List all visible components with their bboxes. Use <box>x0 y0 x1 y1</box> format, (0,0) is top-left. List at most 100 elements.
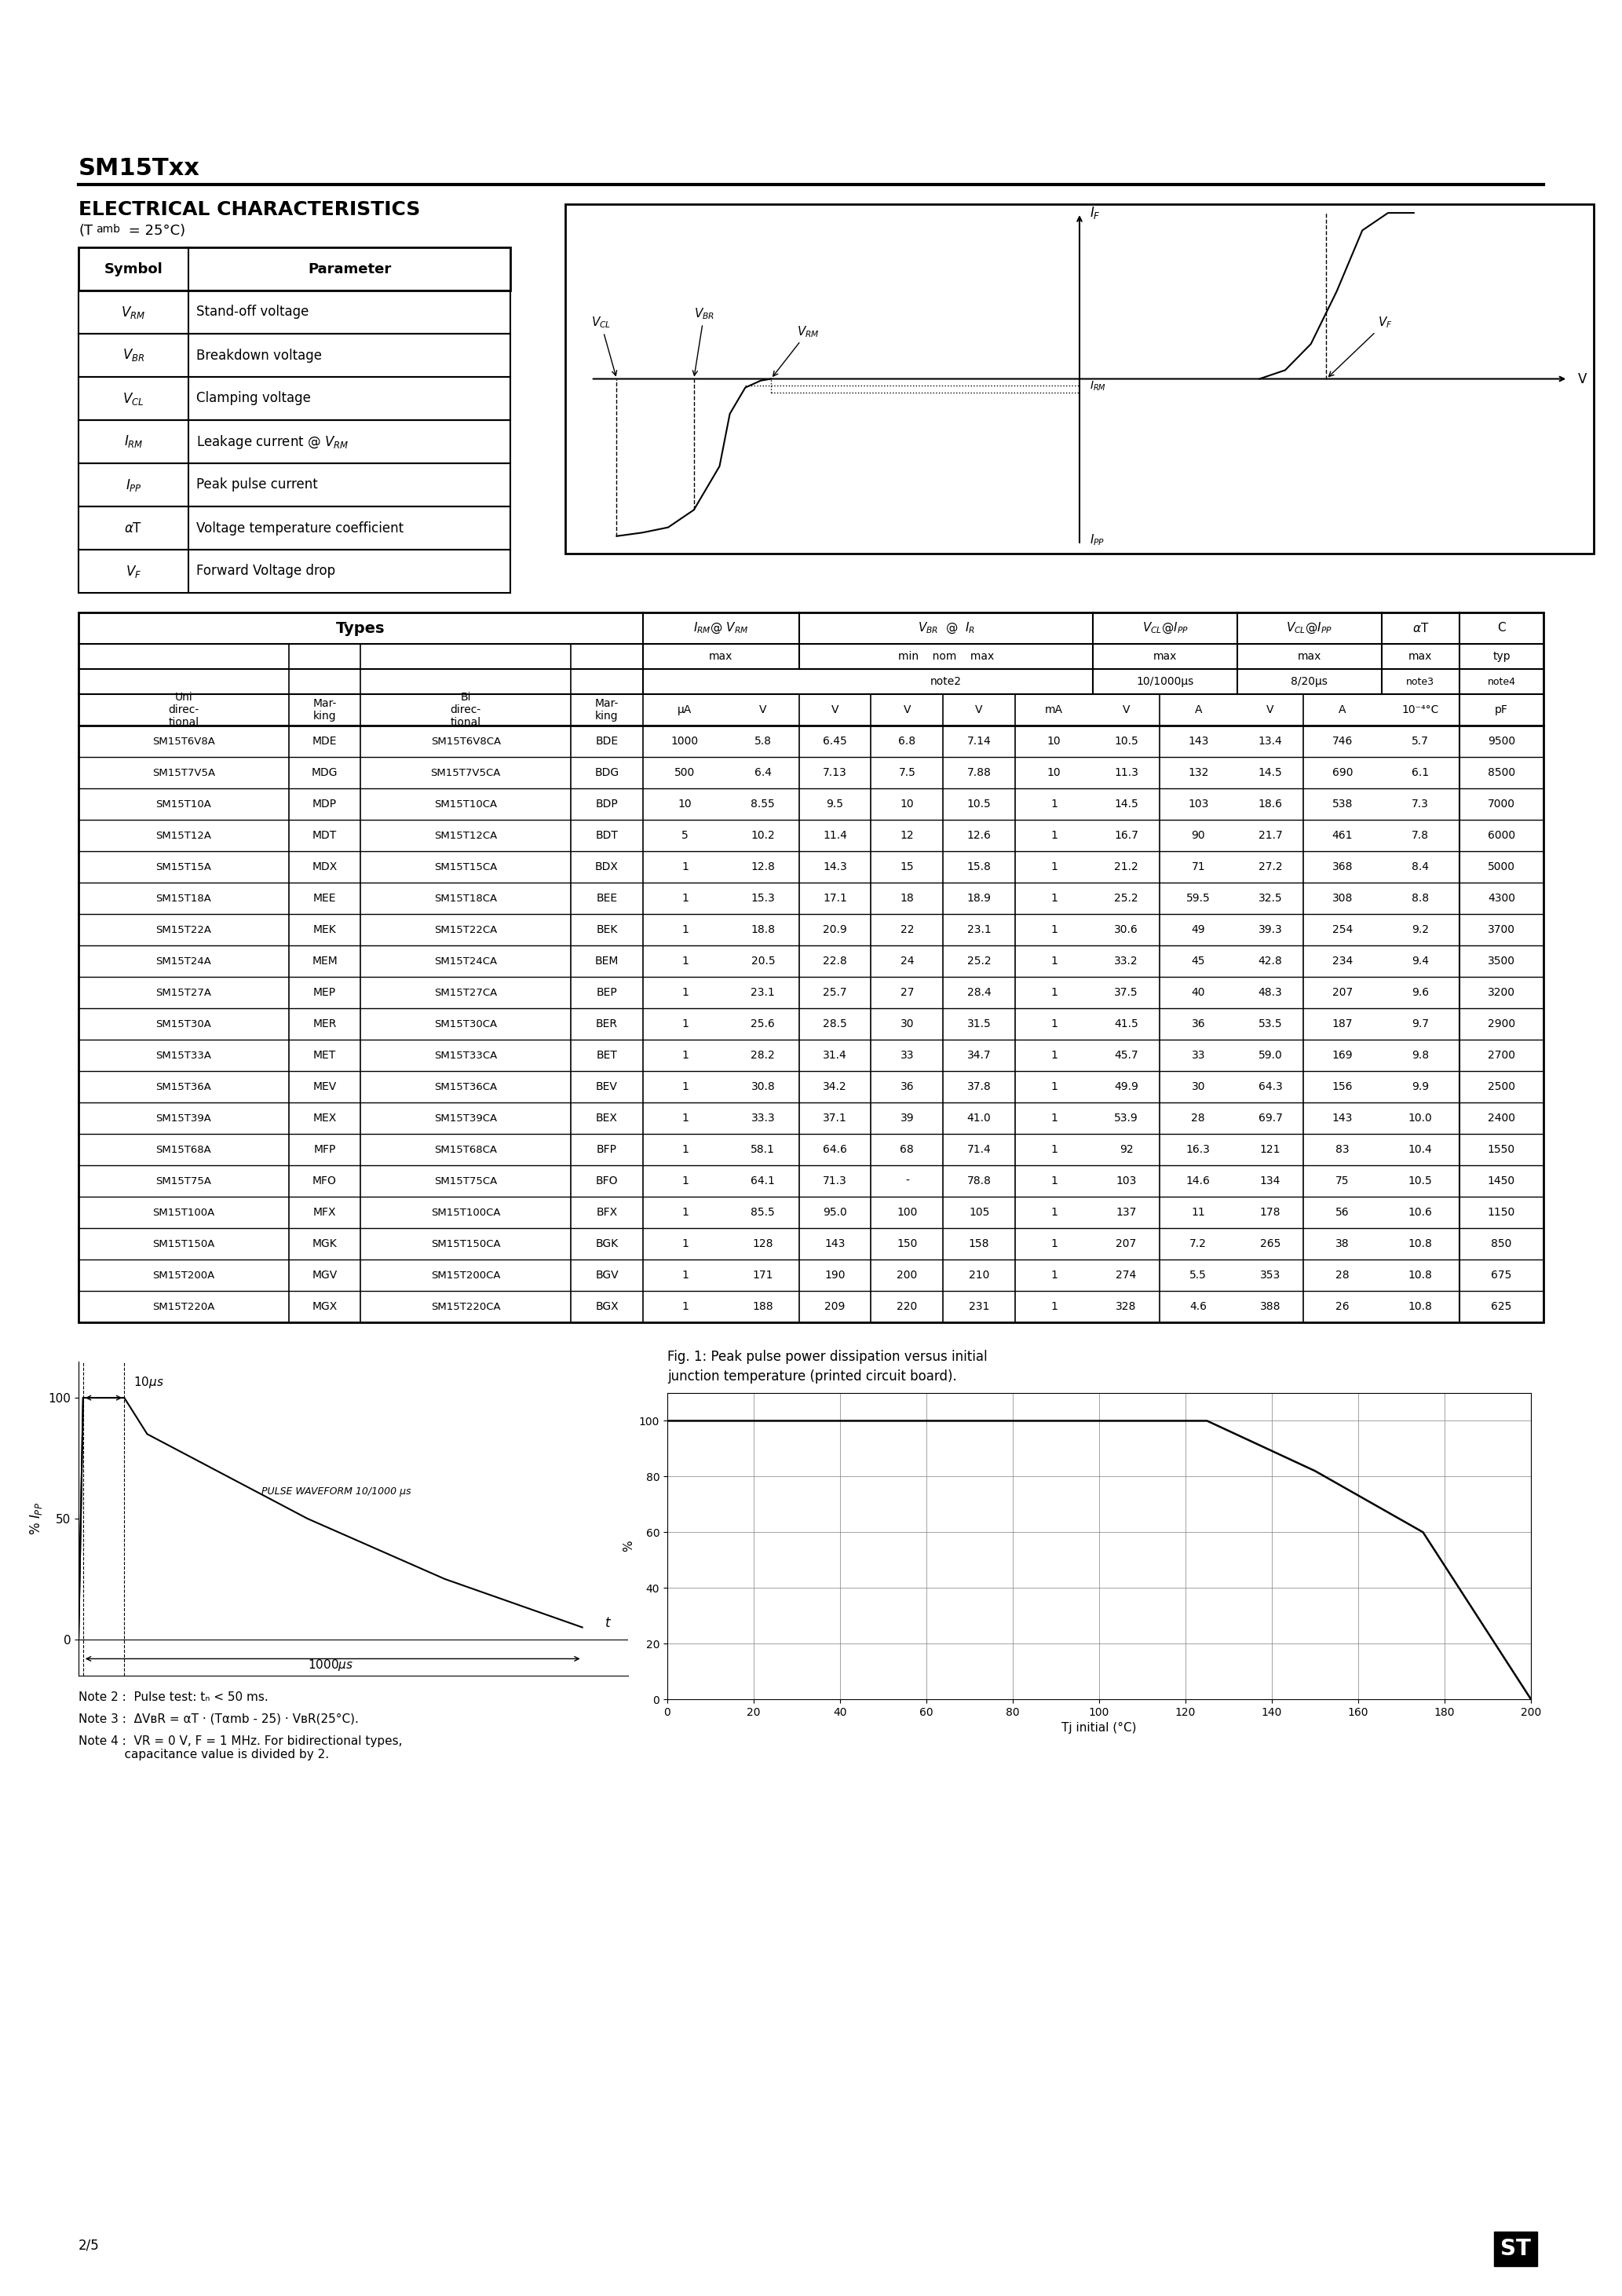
Text: 42.8: 42.8 <box>1259 955 1283 967</box>
Text: ELECTRICAL CHARACTERISTICS: ELECTRICAL CHARACTERISTICS <box>78 200 420 218</box>
Text: SM15T75A: SM15T75A <box>156 1176 211 1187</box>
Text: 143: 143 <box>1187 735 1208 746</box>
Text: 7000: 7000 <box>1487 799 1515 810</box>
Text: SM15T22CA: SM15T22CA <box>435 925 498 934</box>
Text: 353: 353 <box>1260 1270 1281 1281</box>
Text: 6.4: 6.4 <box>754 767 772 778</box>
Text: MDE: MDE <box>313 735 337 746</box>
Text: 2700: 2700 <box>1487 1049 1515 1061</box>
Text: 538: 538 <box>1332 799 1353 810</box>
Text: 10⁻⁴°C: 10⁻⁴°C <box>1401 705 1439 716</box>
Text: 64.6: 64.6 <box>822 1143 847 1155</box>
Text: SM15T10CA: SM15T10CA <box>435 799 498 808</box>
Text: Bi
direc-
tional: Bi direc- tional <box>451 691 482 728</box>
Text: 23.1: 23.1 <box>751 987 775 999</box>
Text: SM15T30CA: SM15T30CA <box>435 1019 498 1029</box>
Bar <box>78 613 1544 1322</box>
Text: 171: 171 <box>753 1270 774 1281</box>
Text: 1: 1 <box>1051 1114 1058 1123</box>
Text: min    nom    max: min nom max <box>899 652 994 661</box>
Text: 5.5: 5.5 <box>1189 1270 1207 1281</box>
Text: 231: 231 <box>968 1302 989 1311</box>
Text: 625: 625 <box>1491 1302 1512 1311</box>
Text: 1: 1 <box>681 1049 688 1061</box>
Text: 188: 188 <box>753 1302 774 1311</box>
Text: MEP: MEP <box>313 987 336 999</box>
Text: SM15T33A: SM15T33A <box>156 1049 211 1061</box>
Text: BDX: BDX <box>595 861 618 872</box>
Text: 134: 134 <box>1260 1176 1281 1187</box>
Text: Leakage current @ $V_{RM}$: Leakage current @ $V_{RM}$ <box>196 434 349 450</box>
Text: BGX: BGX <box>595 1302 618 1311</box>
Text: Fig. 1: Peak pulse power dissipation versus initial: Fig. 1: Peak pulse power dissipation ver… <box>667 1350 988 1364</box>
Text: 30.8: 30.8 <box>751 1081 775 1093</box>
Text: 10.2: 10.2 <box>751 829 775 840</box>
Text: 23.1: 23.1 <box>967 925 991 934</box>
Text: 21.2: 21.2 <box>1114 861 1139 872</box>
Text: BEE: BEE <box>597 893 618 905</box>
Text: Stand-off voltage: Stand-off voltage <box>196 305 308 319</box>
Text: = 25°C): = 25°C) <box>123 223 185 239</box>
Text: 121: 121 <box>1260 1143 1281 1155</box>
Text: 8.55: 8.55 <box>751 799 775 810</box>
Text: 39.3: 39.3 <box>1259 925 1283 934</box>
Text: 1: 1 <box>681 893 688 905</box>
Bar <box>78 248 511 292</box>
Text: PULSE WAVEFORM 10/1000 μs: PULSE WAVEFORM 10/1000 μs <box>261 1486 412 1497</box>
Text: 254: 254 <box>1332 925 1353 934</box>
Text: Note 3 :  ΔVвR = αT · (Tαmb - 25) · VвR(25°C).: Note 3 : ΔVвR = αT · (Tαmb - 25) · VвR(2… <box>78 1713 358 1724</box>
Text: 1: 1 <box>1051 955 1058 967</box>
Text: $V_F$: $V_F$ <box>1328 315 1392 377</box>
Y-axis label: %: % <box>623 1541 634 1552</box>
Text: SM15T220CA: SM15T220CA <box>431 1302 501 1311</box>
Text: mA: mA <box>1045 705 1062 716</box>
Text: 69.7: 69.7 <box>1259 1114 1283 1123</box>
Text: 59.0: 59.0 <box>1259 1049 1283 1061</box>
X-axis label: Tj initial (°C): Tj initial (°C) <box>1062 1722 1137 1733</box>
Text: 178: 178 <box>1260 1208 1281 1217</box>
Text: 25.2: 25.2 <box>967 955 991 967</box>
Text: 1: 1 <box>681 861 688 872</box>
Text: (T: (T <box>78 223 92 239</box>
Bar <box>78 464 511 507</box>
Text: BFX: BFX <box>597 1208 618 1217</box>
Text: 38: 38 <box>1335 1238 1350 1249</box>
Text: BFP: BFP <box>597 1143 616 1155</box>
Text: 28: 28 <box>1335 1270 1350 1281</box>
Text: 41.5: 41.5 <box>1114 1019 1139 1029</box>
Text: Mar-
king: Mar- king <box>313 698 337 721</box>
Text: 207: 207 <box>1332 987 1353 999</box>
Text: $I_{RM}$@ $V_{RM}$: $I_{RM}$@ $V_{RM}$ <box>693 620 749 636</box>
Text: 1: 1 <box>681 987 688 999</box>
Text: 9.7: 9.7 <box>1411 1019 1429 1029</box>
Text: Breakdown voltage: Breakdown voltage <box>196 349 321 363</box>
Text: $V_{CL}$: $V_{CL}$ <box>590 315 616 377</box>
Text: 10.5: 10.5 <box>1114 735 1139 746</box>
Text: 158: 158 <box>968 1238 989 1249</box>
Text: 1: 1 <box>1051 1143 1058 1155</box>
Text: 1550: 1550 <box>1487 1143 1515 1155</box>
Text: $V_{CL}$: $V_{CL}$ <box>123 390 144 406</box>
Text: SM15T150A: SM15T150A <box>152 1240 214 1249</box>
Text: 187: 187 <box>1332 1019 1353 1029</box>
Text: SM15T36A: SM15T36A <box>156 1081 211 1093</box>
Text: 26: 26 <box>1335 1302 1350 1311</box>
Text: C: C <box>1497 622 1505 634</box>
Text: SM15T27A: SM15T27A <box>156 987 211 999</box>
Text: 190: 190 <box>824 1270 845 1281</box>
Text: 156: 156 <box>1332 1081 1353 1093</box>
Text: MGX: MGX <box>311 1302 337 1311</box>
Text: typ: typ <box>1492 652 1510 661</box>
Text: 1: 1 <box>1051 861 1058 872</box>
Text: 9.6: 9.6 <box>1411 987 1429 999</box>
Text: 64.1: 64.1 <box>751 1176 775 1187</box>
Text: 10: 10 <box>900 799 913 810</box>
Text: 1: 1 <box>681 1019 688 1029</box>
Text: 18.9: 18.9 <box>967 893 991 905</box>
Text: 2/5: 2/5 <box>78 2239 99 2252</box>
Text: MFX: MFX <box>313 1208 336 1217</box>
Text: 308: 308 <box>1332 893 1353 905</box>
Text: $\alpha$T: $\alpha$T <box>125 521 143 535</box>
Text: SM15T33CA: SM15T33CA <box>435 1049 498 1061</box>
Text: $10 \mu s$: $10 \mu s$ <box>133 1375 164 1389</box>
